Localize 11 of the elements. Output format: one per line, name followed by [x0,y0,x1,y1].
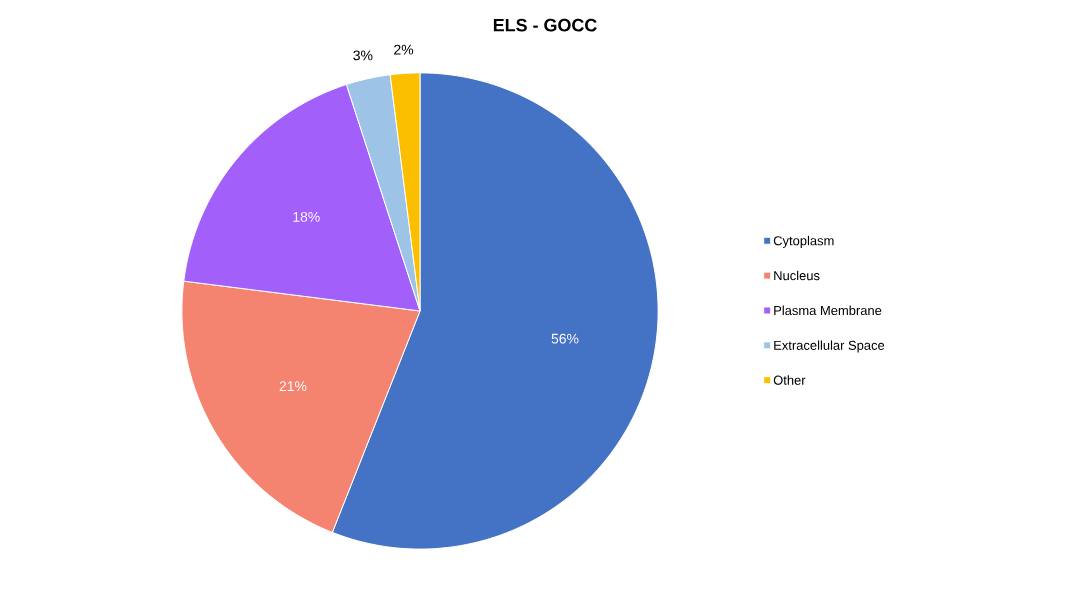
legend-label: Plasma Membrane [774,305,882,316]
data-label: 21% [279,381,307,392]
legend-label: Cytoplasm [773,235,834,248]
data-label: 3% [353,50,373,61]
data-label: 2% [394,44,414,55]
legend-label: Extracellular Space [774,340,885,353]
legend-label: Nucleus [774,270,820,281]
data-label: 56% [551,333,579,344]
chart-title: ELS - GOCC [493,18,597,32]
data-label: 18% [293,211,320,222]
legend-label: Other [773,375,806,385]
